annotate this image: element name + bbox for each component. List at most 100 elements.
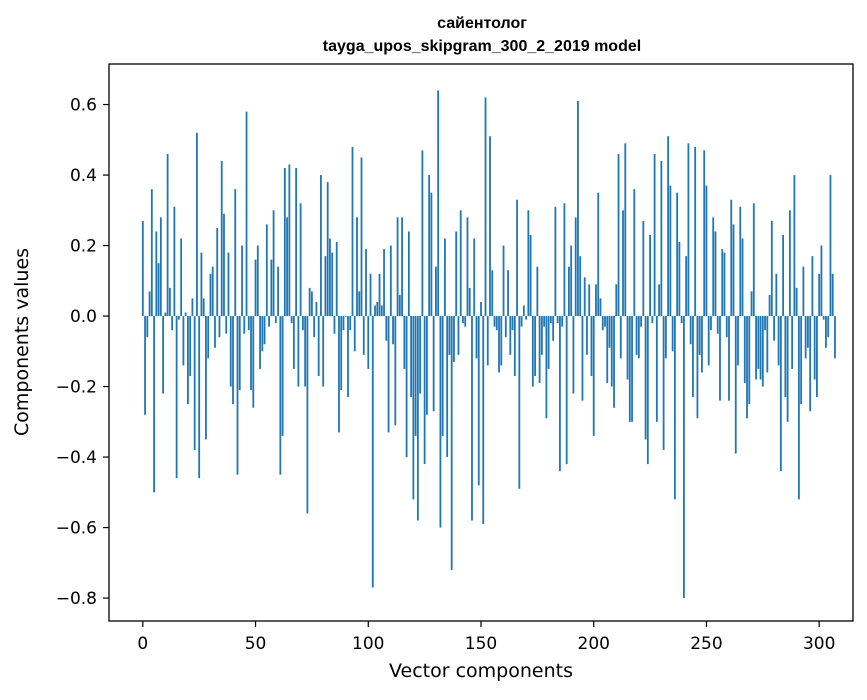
bar xyxy=(489,136,491,317)
bar xyxy=(748,316,751,405)
bar xyxy=(477,316,480,486)
bar xyxy=(536,266,539,317)
bar xyxy=(193,316,196,451)
bar xyxy=(820,245,823,317)
bar xyxy=(277,266,279,317)
bar xyxy=(389,245,392,317)
bar xyxy=(261,316,264,352)
bar xyxy=(175,316,178,479)
bar xyxy=(241,245,243,317)
bar xyxy=(425,316,428,415)
bar xyxy=(813,316,816,380)
bar xyxy=(834,316,836,359)
bar xyxy=(331,252,334,317)
bar xyxy=(484,97,487,317)
y-tick-label: 0.2 xyxy=(70,237,97,257)
bar xyxy=(405,316,408,458)
bar xyxy=(498,316,500,373)
bar xyxy=(779,316,782,472)
bar xyxy=(299,203,302,317)
bar xyxy=(453,316,455,362)
bar xyxy=(509,316,512,355)
bar xyxy=(394,316,397,426)
bar xyxy=(191,298,194,317)
bar xyxy=(513,316,516,376)
bar xyxy=(595,284,597,317)
bar xyxy=(633,189,636,317)
bar xyxy=(229,316,232,387)
bar xyxy=(482,316,485,525)
bar xyxy=(351,146,354,317)
bar xyxy=(802,266,805,317)
bar xyxy=(448,316,451,355)
bar xyxy=(347,316,349,398)
bar xyxy=(628,316,631,422)
bar xyxy=(680,316,683,324)
bar xyxy=(658,284,661,317)
bar xyxy=(252,316,255,408)
bar xyxy=(504,316,507,338)
bar xyxy=(416,316,419,521)
bar xyxy=(705,185,708,317)
bar xyxy=(329,238,331,317)
bar xyxy=(807,316,809,348)
bar xyxy=(220,160,223,317)
bar xyxy=(292,316,295,369)
bar xyxy=(622,210,624,317)
bar xyxy=(349,316,352,331)
bar xyxy=(365,249,367,317)
bar xyxy=(554,206,557,317)
bar xyxy=(768,294,771,317)
bar xyxy=(818,273,821,317)
bar xyxy=(732,224,735,317)
bar xyxy=(376,301,379,317)
bar xyxy=(446,316,449,458)
bar xyxy=(421,150,424,317)
bar xyxy=(207,316,210,359)
bar xyxy=(788,210,791,317)
bar xyxy=(403,316,406,369)
bar xyxy=(581,316,584,401)
bar xyxy=(676,192,679,317)
chart-subtitle: tayga_upos_skipgram_300_2_2019 model xyxy=(323,38,641,55)
bar xyxy=(531,316,534,387)
bar xyxy=(234,189,237,317)
bar xyxy=(259,316,261,369)
bar xyxy=(793,175,796,317)
bar xyxy=(439,316,442,528)
bar xyxy=(816,316,818,398)
bar xyxy=(673,316,676,500)
bar xyxy=(577,101,579,317)
bar xyxy=(430,192,433,317)
bar xyxy=(565,316,568,465)
bar xyxy=(344,316,347,317)
bar xyxy=(831,273,834,317)
bar xyxy=(586,316,588,355)
bar xyxy=(529,234,532,317)
bar xyxy=(549,316,552,324)
bar xyxy=(619,316,622,359)
y-tick-label: 0.0 xyxy=(70,307,97,327)
bar xyxy=(342,316,345,331)
bar xyxy=(286,217,289,317)
bar xyxy=(500,316,503,366)
x-axis-label: Vector components xyxy=(389,660,573,682)
bar xyxy=(721,249,724,317)
bar xyxy=(730,199,733,317)
bar xyxy=(606,316,609,384)
bar xyxy=(245,111,248,317)
bar xyxy=(493,316,496,327)
bar xyxy=(610,316,613,387)
bar xyxy=(270,259,273,317)
bar xyxy=(466,217,469,317)
bar xyxy=(775,273,778,317)
bar xyxy=(520,316,523,327)
bar xyxy=(556,316,559,324)
bar xyxy=(671,316,674,352)
bar xyxy=(414,316,417,436)
bar xyxy=(723,252,726,317)
bar xyxy=(689,316,692,345)
bar xyxy=(326,182,329,317)
bar xyxy=(572,316,575,394)
